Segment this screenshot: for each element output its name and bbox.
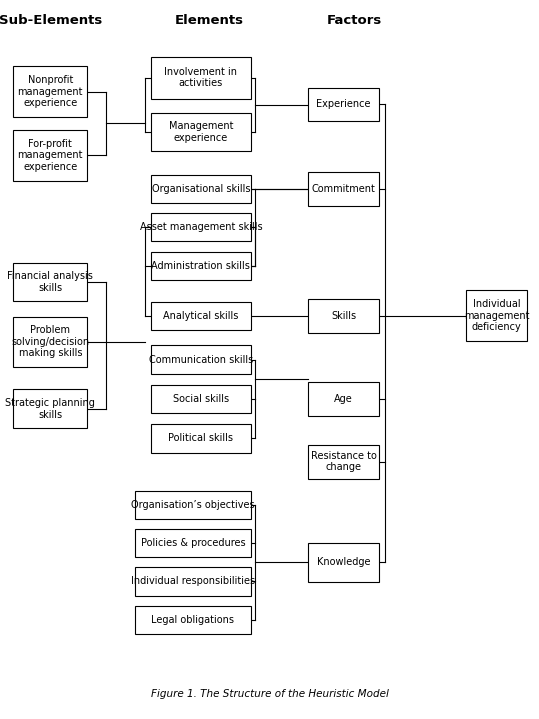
FancyBboxPatch shape (150, 252, 251, 280)
Text: Elements: Elements (174, 14, 243, 27)
FancyBboxPatch shape (308, 299, 379, 333)
FancyBboxPatch shape (13, 316, 87, 367)
Text: Social skills: Social skills (173, 394, 229, 404)
FancyBboxPatch shape (135, 606, 251, 634)
FancyBboxPatch shape (135, 490, 251, 518)
Text: Skills: Skills (331, 311, 356, 321)
Text: Figure 1. The Structure of the Heuristic Model: Figure 1. The Structure of the Heuristic… (150, 690, 389, 699)
FancyBboxPatch shape (135, 567, 251, 595)
FancyBboxPatch shape (308, 88, 379, 122)
Text: Organisation’s objectives: Organisation’s objectives (131, 500, 255, 510)
FancyBboxPatch shape (150, 302, 251, 330)
FancyBboxPatch shape (466, 290, 527, 342)
FancyBboxPatch shape (150, 424, 251, 452)
Text: Resistance to
change: Resistance to change (310, 451, 376, 472)
FancyBboxPatch shape (13, 66, 87, 117)
Text: Asset management skills: Asset management skills (140, 222, 262, 232)
FancyBboxPatch shape (308, 382, 379, 416)
FancyBboxPatch shape (308, 172, 379, 206)
Text: Analytical skills: Analytical skills (163, 311, 239, 321)
Text: Nonprofit
management
experience: Nonprofit management experience (18, 75, 83, 109)
FancyBboxPatch shape (308, 445, 379, 479)
Text: Knowledge: Knowledge (317, 557, 370, 567)
Text: Commitment: Commitment (312, 184, 375, 194)
Text: Sub-Elements: Sub-Elements (0, 14, 102, 27)
Text: Experience: Experience (316, 99, 371, 109)
Text: Factors: Factors (327, 14, 382, 27)
Text: Policies & procedures: Policies & procedures (141, 538, 245, 548)
FancyBboxPatch shape (13, 390, 87, 429)
FancyBboxPatch shape (150, 213, 251, 241)
Text: Communication skills: Communication skills (149, 354, 253, 365)
FancyBboxPatch shape (150, 385, 251, 413)
Text: Strategic planning
skills: Strategic planning skills (5, 398, 95, 420)
Text: Individual
management
deficiency: Individual management deficiency (464, 299, 529, 332)
FancyBboxPatch shape (308, 543, 379, 582)
Text: Administration skills: Administration skills (151, 261, 250, 271)
Text: Political skills: Political skills (168, 434, 233, 444)
Text: Problem
solving/decision
making skills: Problem solving/decision making skills (11, 325, 89, 359)
Text: Organisational skills: Organisational skills (151, 184, 250, 194)
FancyBboxPatch shape (150, 175, 251, 203)
FancyBboxPatch shape (150, 345, 251, 374)
FancyBboxPatch shape (13, 262, 87, 301)
Text: For-profit
management
experience: For-profit management experience (18, 139, 83, 172)
Text: Legal obligations: Legal obligations (151, 615, 234, 626)
FancyBboxPatch shape (150, 113, 251, 151)
FancyBboxPatch shape (135, 528, 251, 557)
Text: Age: Age (334, 394, 353, 404)
Text: Individual responsibilities: Individual responsibilities (131, 577, 255, 587)
Text: Financial analysis
skills: Financial analysis skills (8, 271, 93, 293)
Text: Management
experience: Management experience (169, 121, 233, 142)
FancyBboxPatch shape (150, 57, 251, 99)
Text: Involvement in
activities: Involvement in activities (164, 67, 237, 88)
FancyBboxPatch shape (13, 130, 87, 180)
